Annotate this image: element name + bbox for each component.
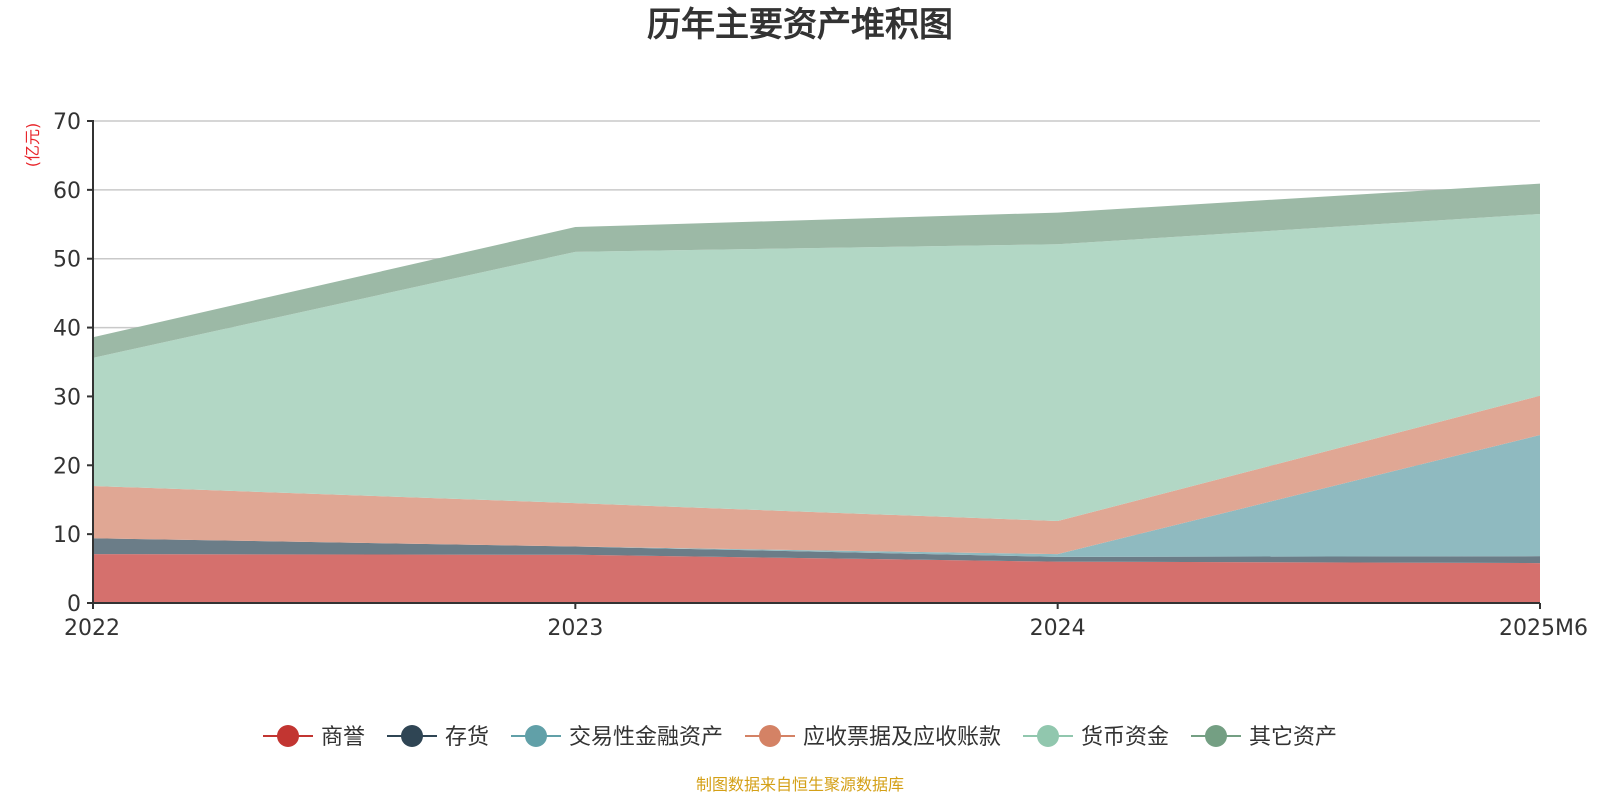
legend-circle-icon bbox=[525, 725, 547, 747]
legend-label: 其它资产 bbox=[1249, 725, 1337, 750]
area-4 bbox=[93, 213, 1540, 522]
x-tick-label: 2025M6 bbox=[1499, 616, 1588, 641]
y-axis-unit-label: (亿元) bbox=[23, 123, 42, 168]
legend-item-2[interactable]: 交易性金融资产 bbox=[511, 725, 723, 750]
area-series-group bbox=[93, 183, 1540, 603]
y-tick-label: 50 bbox=[53, 248, 81, 273]
area-1 bbox=[93, 538, 1540, 564]
legend-label: 货币资金 bbox=[1081, 725, 1169, 750]
area-2 bbox=[93, 434, 1540, 557]
area-0 bbox=[93, 554, 1540, 603]
legend-circle-icon bbox=[1037, 725, 1059, 747]
legend-item-5[interactable]: 其它资产 bbox=[1191, 725, 1337, 750]
legend-label: 商誉 bbox=[321, 725, 365, 750]
legend-circle-icon bbox=[401, 725, 423, 747]
legend-item-4[interactable]: 货币资金 bbox=[1023, 725, 1169, 750]
axes: 0 10 20 30 40 50 60 70 2022 2023 2024 2025M6 bbox=[53, 110, 1588, 641]
legend-item-0[interactable]: 商誉 bbox=[263, 725, 365, 750]
y-tick-label: 30 bbox=[53, 385, 81, 410]
x-tick-label: 2024 bbox=[1030, 616, 1086, 641]
x-tick-label: 2022 bbox=[64, 616, 120, 641]
x-tick-label: 2023 bbox=[547, 616, 603, 641]
area-5 bbox=[93, 183, 1540, 358]
y-tick-label: 40 bbox=[53, 317, 81, 342]
legend-label: 存货 bbox=[445, 725, 489, 750]
y-tick-label: 0 bbox=[67, 592, 81, 617]
legend[interactable]: 商誉 存货 交易性金融资产 应收票据及应收账款 货币资金 其它资产 bbox=[263, 725, 1337, 750]
legend-circle-icon bbox=[277, 725, 299, 747]
area-3 bbox=[93, 395, 1540, 555]
y-tick-label: 60 bbox=[53, 179, 81, 204]
legend-item-3[interactable]: 应收票据及应收账款 bbox=[745, 725, 1001, 750]
legend-label: 应收票据及应收账款 bbox=[803, 725, 1001, 750]
legend-circle-icon bbox=[759, 725, 781, 747]
legend-item-1[interactable]: 存货 bbox=[387, 725, 489, 750]
y-tick-label: 70 bbox=[53, 110, 81, 135]
y-tick-label: 20 bbox=[53, 454, 81, 479]
y-tick-label: 10 bbox=[53, 523, 81, 548]
data-source-note: 制图数据来自恒生聚源数据库 bbox=[696, 775, 904, 794]
legend-circle-icon bbox=[1205, 725, 1227, 747]
chart-title: 历年主要资产堆积图 bbox=[647, 5, 953, 45]
legend-label: 交易性金融资产 bbox=[569, 725, 723, 750]
